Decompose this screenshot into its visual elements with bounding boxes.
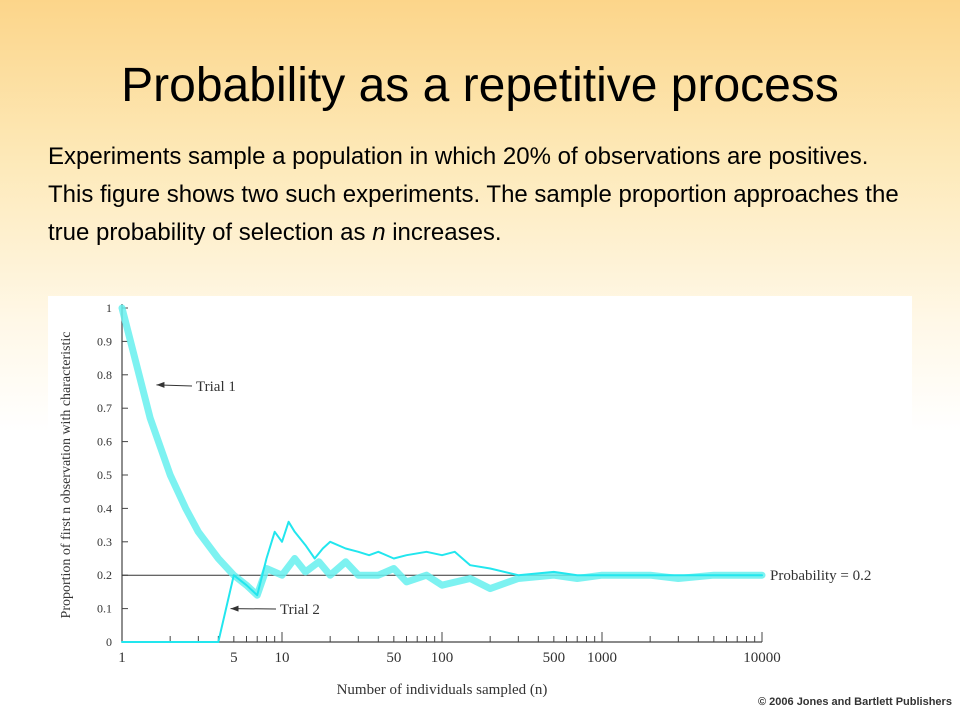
chart-area: 0 0.1 0.2 0.3 0.4 0.5 0.6 0.7 0.8 0.9 1 1 5 10 50 100 50… — [48, 296, 912, 720]
series-line-2 — [121, 520, 763, 643]
y-tick-label: 0.6 — [97, 435, 112, 449]
y-tick-label: 0.9 — [97, 334, 112, 348]
probability-chart: 0 0.1 0.2 0.3 0.4 0.5 0.6 0.7 0.8 0.9 1 1 5 10 50 100 50… — [59, 301, 871, 698]
series-label-2: Trial 2 — [280, 602, 320, 618]
x-tick-label: 5 — [230, 650, 238, 666]
body-text-after: increases. — [385, 219, 502, 246]
body-text-before: Experiments sample a population in which… — [48, 143, 899, 246]
y-tick-label: 0.1 — [97, 602, 112, 616]
tick-group: 0 0.1 0.2 0.3 0.4 0.5 0.6 0.7 0.8 0.9 1 1 5 10 50 100 50… — [97, 301, 781, 666]
series-group — [118, 304, 766, 643]
y-tick-label: 0.8 — [97, 368, 112, 382]
x-tick-label: 500 — [543, 650, 566, 666]
arrowhead-icon — [156, 381, 165, 388]
y-axis-title: Proportion of first n observation with c… — [59, 332, 74, 619]
y-tick-label: 0.2 — [97, 568, 112, 582]
x-tick-label: 100 — [431, 650, 454, 666]
series-label-1: Trial 1 — [196, 379, 236, 395]
series-line-1 — [118, 304, 766, 599]
y-tick-label: 0.7 — [97, 401, 112, 415]
y-tick-label: 0 — [106, 635, 112, 649]
x-tick-label: 10 — [275, 650, 290, 666]
copyright-credit: © 2006 Jones and Bartlett Publishers — [758, 696, 952, 708]
axes-group: Number of individuals sampled (n) Proport… — [59, 304, 762, 698]
x-axis-title: Number of individuals sampled (n) — [337, 682, 548, 698]
x-tick-label: 1000 — [587, 650, 617, 666]
y-tick-label: 0.3 — [97, 535, 112, 549]
slide-title: Probability as a repetitive process — [121, 59, 839, 112]
y-tick-label: 1 — [106, 301, 112, 315]
slide-body: Experiments sample a population in which… — [48, 138, 908, 252]
x-tick-label: 1 — [118, 650, 126, 666]
reference-line-label: Probability = 0.2 — [770, 568, 871, 584]
y-tick-label: 0.4 — [97, 501, 112, 515]
x-tick-label: 50 — [386, 650, 401, 666]
y-tick-label: 0.5 — [97, 468, 112, 482]
x-tick-label: 10000 — [743, 650, 781, 666]
body-text-italic: n — [372, 219, 386, 246]
arrowhead-icon — [230, 605, 239, 612]
annotation-group: Trial 1 Trial 2 — [156, 379, 320, 618]
